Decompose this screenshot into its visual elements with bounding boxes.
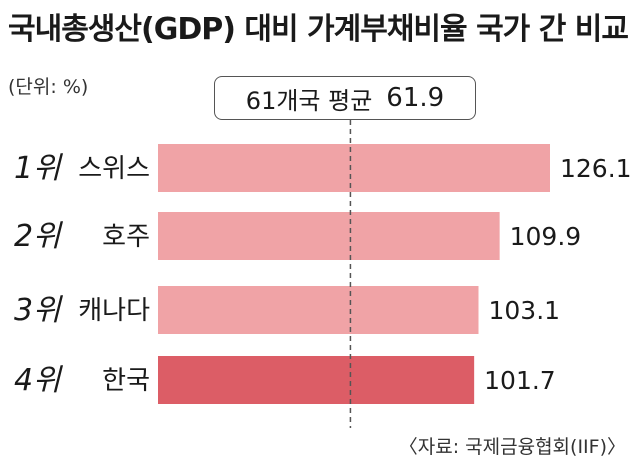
rank-label-1: 1위 xyxy=(14,151,63,186)
rank-label-2: 2위 xyxy=(14,219,63,254)
category-label-3: 캐나다 xyxy=(78,296,150,326)
source-note: 〈자료: 국제금융협회(IIF)〉 xyxy=(398,436,626,458)
bar-1 xyxy=(158,144,550,192)
labels-layer: 1위 스위스 126.1 2위 호주 109.9 3위 캐나다 103.1 4위 한국 101.7 xyxy=(14,151,632,398)
value-label-4: 101.7 xyxy=(484,366,556,395)
bar-2 xyxy=(158,212,500,260)
category-label-2: 호주 xyxy=(102,222,150,252)
value-label-1: 126.1 xyxy=(560,154,632,183)
category-label-4: 한국 xyxy=(102,366,150,396)
bars-layer xyxy=(158,144,550,404)
unit-label: (단위: %) xyxy=(8,76,89,98)
category-label-1: 스위스 xyxy=(78,154,150,184)
value-label-2: 109.9 xyxy=(510,222,582,251)
average-label: 61개국 평균 xyxy=(245,86,373,115)
average-callout: 61개국 평균 61.9 xyxy=(214,76,476,120)
average-value: 61.9 xyxy=(386,83,445,113)
value-label-3: 103.1 xyxy=(489,296,561,325)
rank-label-3: 3위 xyxy=(14,293,63,328)
rank-label-4: 4위 xyxy=(14,363,63,398)
bar-4 xyxy=(158,356,475,404)
bar-3 xyxy=(158,286,479,334)
chart-title: 국내총생산(GDP) 대비 가계부채비율 국가 간 비교 xyxy=(8,12,629,47)
